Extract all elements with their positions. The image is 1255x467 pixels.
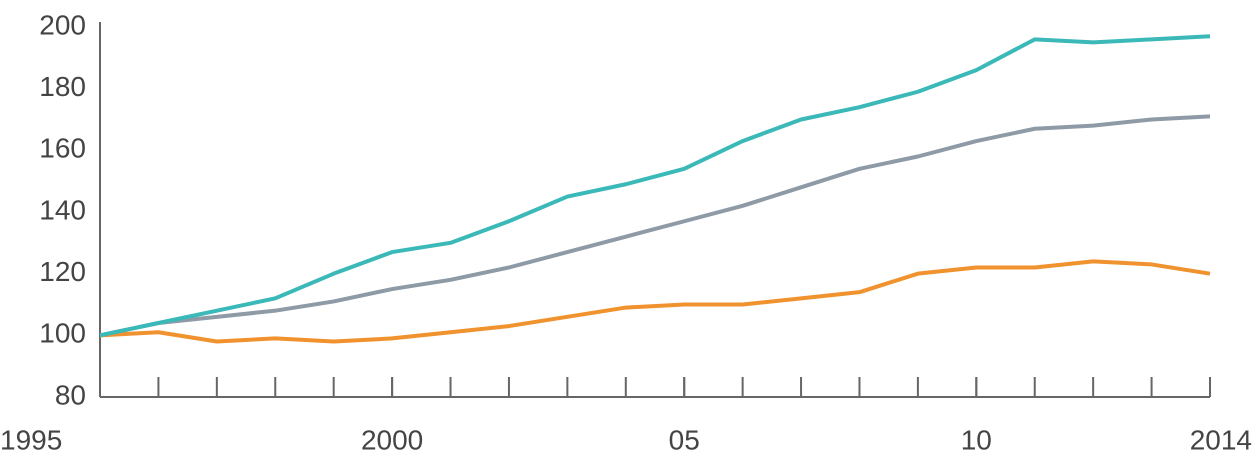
y-tick-label: 80 xyxy=(55,379,86,410)
x-tick-label: 10 xyxy=(961,424,992,455)
y-tick-label: 100 xyxy=(39,318,86,349)
line-series xyxy=(99,114,1211,338)
x-tick-label: 2014 xyxy=(1190,424,1252,455)
x-tick-label: 05 xyxy=(669,424,700,455)
line-series xyxy=(99,34,1211,338)
line-series xyxy=(99,259,1211,344)
y-tick-label: 120 xyxy=(39,256,86,287)
x-tick-label: 1995 xyxy=(0,424,62,455)
y-tick-label: 140 xyxy=(39,194,86,225)
y-tick-label: 160 xyxy=(39,133,86,164)
y-tick-label: 200 xyxy=(39,9,86,40)
x-tick-label: 2000 xyxy=(361,424,423,455)
y-tick-label: 180 xyxy=(39,71,86,102)
